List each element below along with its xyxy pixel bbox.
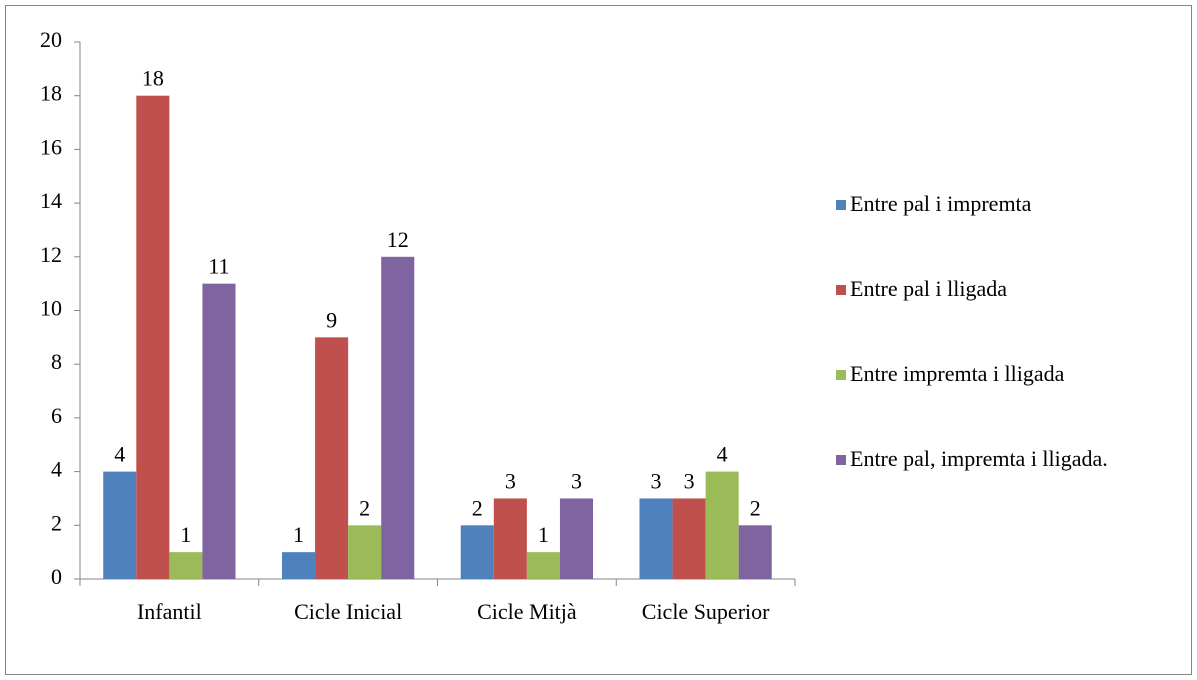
y-tick-label: 4 [51,457,62,482]
x-tick-label-box: Infantil [136,599,202,624]
bar [738,525,772,579]
data-label: 3 [505,468,516,493]
y-tick-label: 10 [40,296,62,321]
y-tick-label: 16 [40,134,62,159]
y-tick-label: 20 [40,27,62,52]
data-label: 3 [571,468,582,493]
legend-label: Entre pal i lligada [850,276,1007,301]
bar [559,498,594,579]
x-tick-label: Cicle Inicial [294,599,403,624]
x-tick-label-box: Cicle Inicial [294,599,403,624]
data-label: 3 [651,468,662,493]
bar [460,525,494,579]
data-label: 9 [326,307,337,332]
bar [202,283,236,579]
bar [315,337,349,579]
y-tick-label: 14 [40,188,62,213]
legend-label-box: Entre pal i impremta [850,191,1032,216]
bar [705,471,739,579]
legend-swatch [836,455,846,465]
y-tick-label: 2 [51,510,62,535]
y-tick-label: 18 [40,81,62,106]
legend-swatch [836,370,846,380]
x-tick-label-box: Cicle Mitjà [477,599,577,624]
bar [672,498,706,579]
data-label: 2 [472,495,483,520]
bar [639,498,673,579]
data-label: 4 [717,442,728,467]
bar [381,256,415,579]
bar [526,552,560,579]
x-tick-label-box: Cicle Superior [641,599,770,624]
bar [136,95,170,579]
legend-label: Entre pal i impremta [850,191,1032,216]
y-tick-label: 0 [51,564,62,589]
legend-swatch [836,285,846,295]
data-label: 11 [208,254,229,279]
data-label: 18 [142,66,164,91]
legend-label: Entre pal, impremta i lligada. [850,446,1108,471]
data-label: 4 [114,442,125,467]
legend-label-box: Entre pal, impremta i lligada. [850,446,1108,471]
data-label: 12 [387,227,409,252]
y-tick-label: 8 [51,349,62,374]
bar [169,552,203,579]
bar [348,525,382,579]
legend-label: Entre impremta i lligada [850,361,1065,386]
chart-frame [5,5,1192,675]
legend-label-box: Entre pal i lligada [850,276,1007,301]
x-tick-label: Cicle Superior [641,599,770,624]
y-tick-label: 6 [51,403,62,428]
x-tick-label: Cicle Mitjà [477,599,577,624]
data-label: 3 [684,468,695,493]
bar [493,498,527,579]
data-label: 1 [293,522,304,547]
bar [103,471,137,579]
legend-swatch [836,200,846,210]
bar [281,552,316,579]
legend-label-box: Entre impremta i lligada [850,361,1065,386]
x-tick-label: Infantil [136,599,202,624]
y-tick-label: 12 [40,242,62,267]
data-label: 2 [359,495,370,520]
data-label: 2 [750,495,761,520]
data-label: 1 [538,522,549,547]
data-label: 1 [180,522,191,547]
